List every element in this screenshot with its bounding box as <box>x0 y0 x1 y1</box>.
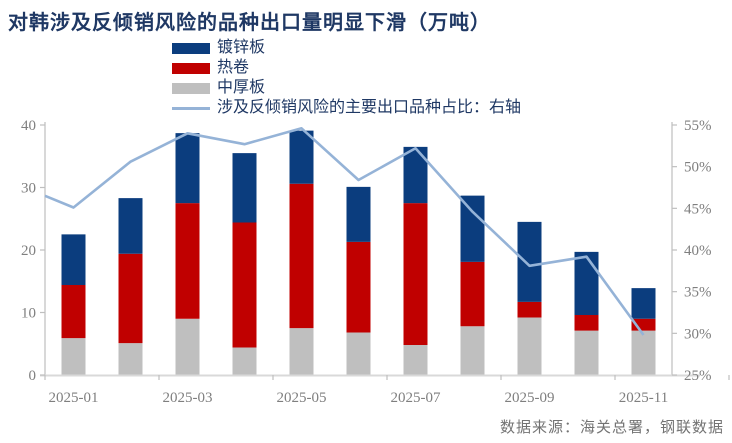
legend-swatch-galvanized_sheet <box>172 42 210 54</box>
legend-label: 热卷 <box>217 59 250 76</box>
legend-label: 涉及反倾销风险的主要出口品种占比：右轴 <box>217 99 522 116</box>
x-axis-label: 2025-11 <box>619 390 668 406</box>
bar-segment-medium_plate <box>289 328 314 375</box>
bar-segment-medium_plate <box>175 318 200 375</box>
bar-segment-medium_plate <box>460 326 485 375</box>
legend-label: 中厚板 <box>217 79 266 96</box>
bar-segment-galvanized_sheet <box>517 221 542 302</box>
bar-segment-galvanized_sheet <box>289 130 314 184</box>
bar-segment-hot_rolled_coil <box>61 285 86 339</box>
x-axis-label: 2025-09 <box>505 390 555 406</box>
bar-segment-hot_rolled_coil <box>118 253 143 344</box>
bar-segment-medium_plate <box>574 330 599 375</box>
x-axis-label: 2025-01 <box>49 390 99 406</box>
bar-segment-galvanized_sheet <box>61 234 86 285</box>
bar-segment-galvanized_sheet <box>175 133 200 204</box>
legend-label: 镀锌板 <box>217 39 266 56</box>
bar-segment-hot_rolled_coil <box>175 203 200 319</box>
left-axis-label: 40 <box>21 118 36 134</box>
bar-segment-galvanized_sheet <box>118 198 143 254</box>
x-axis-label: 2025-07 <box>391 390 441 406</box>
right-axis-label: 25% <box>684 368 712 384</box>
left-axis-label: 0 <box>29 368 37 384</box>
bar-segment-hot_rolled_coil <box>460 261 485 327</box>
bar-segment-hot_rolled_coil <box>403 203 428 345</box>
left-axis-label: 30 <box>21 181 36 197</box>
legend-item-risk_share_line: 涉及反倾销风险的主要出口品种占比：右轴 <box>172 98 521 118</box>
bar-segment-hot_rolled_coil <box>574 315 599 331</box>
bar-segment-galvanized_sheet <box>403 146 428 204</box>
bar-segment-hot_rolled_coil <box>346 241 371 333</box>
bar-segment-medium_plate <box>61 338 86 375</box>
legend-item-medium_plate: 中厚板 <box>172 78 521 98</box>
legend-item-galvanized_sheet: 镀锌板 <box>172 38 521 58</box>
bar-segment-galvanized_sheet <box>460 195 485 262</box>
bar-segment-medium_plate <box>517 317 542 375</box>
right-axis-label: 50% <box>684 160 712 176</box>
bar-segment-medium_plate <box>631 330 656 375</box>
bar-segment-hot_rolled_coil <box>289 183 314 329</box>
chart-title: 对韩涉及反倾销风险的品种出口量明显下滑（万吨） <box>8 12 491 34</box>
bar-segment-medium_plate <box>118 343 143 375</box>
left-axis-label: 20 <box>21 243 36 259</box>
legend-item-hot_rolled_coil: 热卷 <box>172 58 521 78</box>
right-axis-label: 30% <box>684 326 712 342</box>
legend-swatch-hot_rolled_coil <box>172 62 210 74</box>
right-axis-label: 45% <box>684 201 712 217</box>
bar-segment-hot_rolled_coil <box>631 318 656 331</box>
right-axis-label: 40% <box>684 243 712 259</box>
right-axis-label: 55% <box>684 118 712 134</box>
bar-segment-medium_plate <box>232 347 257 375</box>
bar-segment-galvanized_sheet <box>574 251 599 315</box>
x-axis-label: 2025-05 <box>277 390 327 406</box>
source-note: 数据来源：海关总署，钢联数据 <box>499 420 724 436</box>
bar-segment-galvanized_sheet <box>631 288 656 319</box>
left-axis-label: 10 <box>21 306 36 322</box>
bar-segment-medium_plate <box>346 332 371 375</box>
bar-segment-medium_plate <box>403 345 428 375</box>
legend-swatch-medium_plate <box>172 82 210 94</box>
bar-segment-galvanized_sheet <box>232 153 257 223</box>
legend-swatch-risk_share_line <box>172 106 210 110</box>
bar-segment-galvanized_sheet <box>346 186 371 242</box>
right-axis-label: 35% <box>684 285 712 301</box>
x-axis-label: 2025-03 <box>163 390 213 406</box>
bar-segment-hot_rolled_coil <box>517 301 542 318</box>
risk-share-line <box>44 127 645 336</box>
bar-segment-hot_rolled_coil <box>232 222 257 348</box>
legend: 镀锌板热卷中厚板涉及反倾销风险的主要出口品种占比：右轴 <box>172 38 521 118</box>
